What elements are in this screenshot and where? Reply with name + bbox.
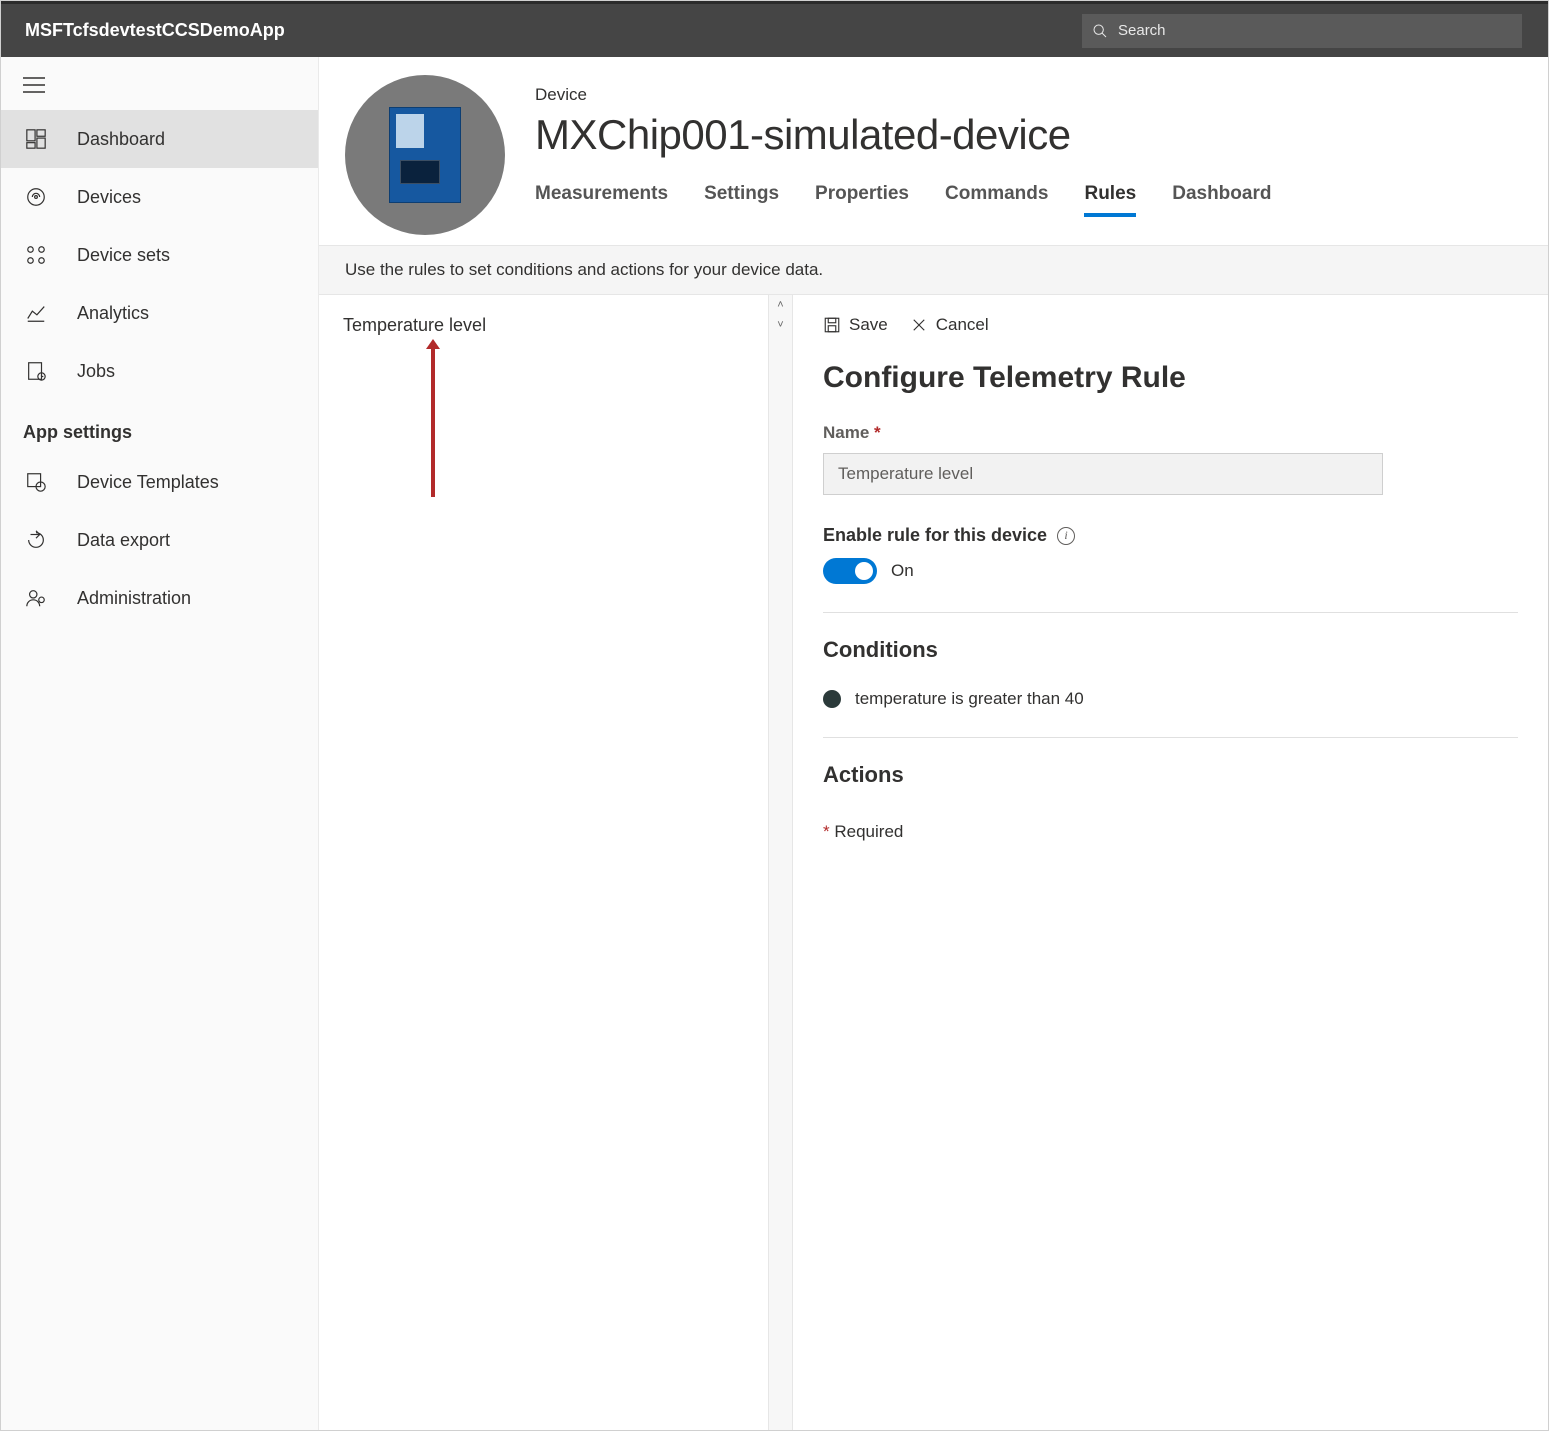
jobs-icon [23,358,49,384]
tab-commands[interactable]: Commands [945,183,1048,217]
device-tabs: Measurements Settings Properties Command… [535,183,1522,217]
required-footnote: * Required [823,822,1518,842]
devices-icon [23,184,49,210]
condition-text: temperature is greater than 40 [855,689,1084,709]
hamburger-button[interactable] [1,63,318,110]
search-icon [1092,23,1108,39]
rules-body: Temperature level ˄ ˅ Save Cancel [319,295,1548,1430]
detail-toolbar: Save Cancel [823,315,1518,335]
divider [823,737,1518,738]
tab-measurements[interactable]: Measurements [535,183,668,217]
tab-dashboard[interactable]: Dashboard [1172,183,1271,217]
sidebar-item-label: Device Templates [77,472,219,493]
list-scroll-buttons: ˄ ˅ [769,295,793,1430]
enable-rule-label: Enable rule for this device i [823,525,1518,546]
rule-detail-panel: Save Cancel Configure Telemetry Rule Nam… [793,295,1548,1430]
export-icon [23,527,49,553]
close-icon [910,316,928,334]
sidebar-item-device-templates[interactable]: Device Templates [1,453,318,511]
conditions-title: Conditions [823,637,1518,663]
sidebar-item-administration[interactable]: Administration [1,569,318,627]
sidebar-item-dashboard[interactable]: Dashboard [1,110,318,168]
scroll-down-button[interactable]: ˅ [769,315,792,335]
sidebar-item-label: Analytics [77,303,149,324]
dashboard-icon [23,126,49,152]
analytics-icon [23,300,49,326]
app-shell: Dashboard Devices Device sets Analytics … [1,57,1548,1430]
topbar: MSFTcfsdevtestCCSDemoApp [1,1,1548,57]
actions-title: Actions [823,762,1518,788]
main-region: Device MXChip001-simulated-device Measur… [319,57,1548,1430]
info-icon[interactable]: i [1057,527,1075,545]
tab-properties[interactable]: Properties [815,183,909,217]
save-label: Save [849,315,888,335]
sidebar-item-devices[interactable]: Devices [1,168,318,226]
name-field-label: Name * [823,423,1518,443]
app-title: MSFTcfsdevtestCCSDemoApp [17,20,285,41]
sidebar: Dashboard Devices Device sets Analytics … [1,57,319,1430]
rule-list-item[interactable]: Temperature level [343,315,744,336]
templates-icon [23,469,49,495]
sidebar-item-analytics[interactable]: Analytics [1,284,318,342]
save-icon [823,316,841,334]
sidebar-item-label: Device sets [77,245,170,266]
name-label-text: Name [823,423,869,442]
search-box[interactable] [1082,14,1522,48]
rules-list: Temperature level [319,295,769,1430]
device-avatar [345,75,505,235]
sidebar-item-data-export[interactable]: Data export [1,511,318,569]
rule-name-input[interactable] [823,453,1383,495]
divider [823,612,1518,613]
search-input[interactable] [1118,22,1512,39]
tab-settings[interactable]: Settings [704,183,779,217]
breadcrumb: Device [535,85,1522,105]
condition-bullet-icon [823,690,841,708]
sidebar-item-label: Devices [77,187,141,208]
toggle-state-label: On [891,561,914,581]
sidebar-item-device-sets[interactable]: Device sets [1,226,318,284]
sidebar-item-label: Data export [77,530,170,551]
hamburger-icon [23,77,45,93]
sidebar-item-label: Administration [77,588,191,609]
device-sets-icon [23,242,49,268]
admin-icon [23,585,49,611]
enable-label-text: Enable rule for this device [823,525,1047,546]
required-note-text: Required [834,822,903,841]
sidebar-section-label: App settings [1,400,318,453]
sidebar-item-label: Dashboard [77,129,165,150]
sidebar-item-jobs[interactable]: Jobs [1,342,318,400]
rules-help-text: Use the rules to set conditions and acti… [319,245,1548,295]
save-button[interactable]: Save [823,315,888,335]
tab-rules[interactable]: Rules [1084,183,1136,217]
enable-rule-toggle[interactable] [823,558,877,584]
annotation-arrow [431,347,435,497]
sidebar-item-label: Jobs [77,361,115,382]
required-star: * [874,423,881,442]
device-chip-icon [389,107,461,203]
panel-title: Configure Telemetry Rule [823,361,1518,395]
cancel-button[interactable]: Cancel [910,315,989,335]
scroll-up-button[interactable]: ˄ [769,295,792,315]
cancel-label: Cancel [936,315,989,335]
device-title: MXChip001-simulated-device [535,111,1522,159]
condition-row[interactable]: temperature is greater than 40 [823,689,1518,709]
device-header: Device MXChip001-simulated-device Measur… [319,57,1548,235]
